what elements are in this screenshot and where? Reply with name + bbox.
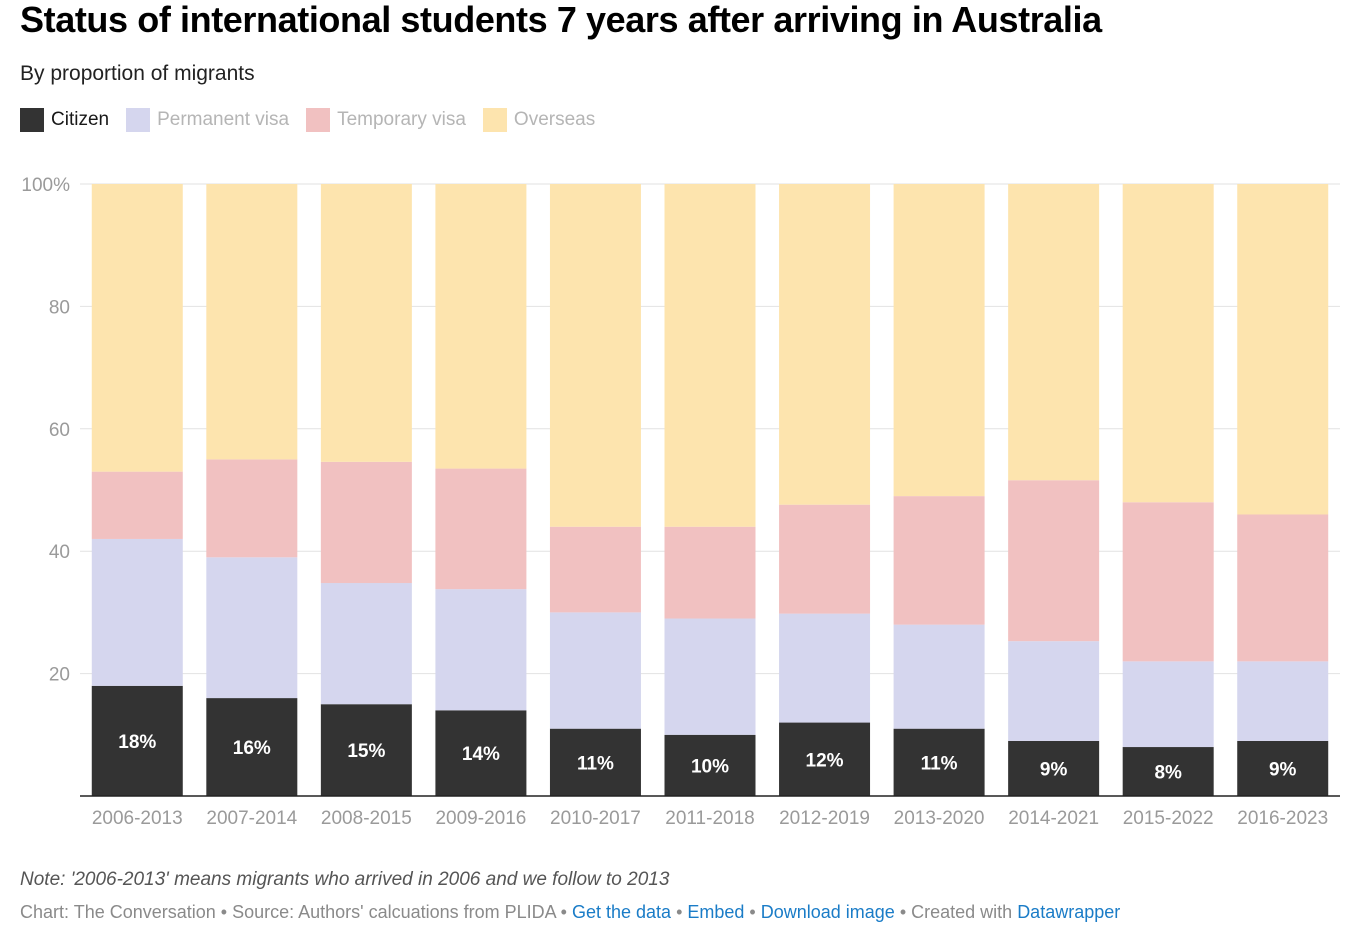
bar-segment-overseas <box>91 184 183 472</box>
data-label: 16% <box>233 738 271 759</box>
legend-swatch-overseas <box>482 108 507 132</box>
data-label: 8% <box>1154 763 1182 784</box>
bar-segment-overseas <box>1122 184 1214 503</box>
bar-segment-permanent-visa <box>1122 661 1214 748</box>
bar-segment-overseas <box>1237 184 1329 515</box>
bar-segment-citizen <box>779 722 871 796</box>
chart-note: Note: '2006-2013' means migrants who arr… <box>20 869 670 890</box>
bar-segment-temporary-visa <box>1008 480 1100 642</box>
x-tick-label: 2006-2013 <box>92 808 183 829</box>
separator: • <box>894 902 912 922</box>
x-tick-label: 2016-2023 <box>1237 808 1328 829</box>
bar-segment-temporary-visa <box>91 471 183 539</box>
download-image-link[interactable]: Download image <box>760 902 895 922</box>
bar-segment-overseas <box>320 184 412 462</box>
bar-segment-citizen <box>320 704 412 796</box>
legend-label-citizen: Citizen <box>51 109 110 130</box>
bar-segment-temporary-visa <box>1237 514 1329 662</box>
y-tick-label: 40 <box>49 542 70 563</box>
bar-segment-citizen <box>435 710 527 796</box>
legend-item-permanent-visa[interactable]: Permanent visa <box>126 108 289 132</box>
legend-item-overseas[interactable]: Overseas <box>482 108 596 132</box>
bar-segment-permanent-visa <box>91 538 183 686</box>
x-tick-label: 2011-2018 <box>665 808 754 829</box>
bar-segment-temporary-visa <box>1122 502 1214 662</box>
separator: • <box>671 902 688 922</box>
bar-segment-temporary-visa <box>779 504 871 614</box>
source-text: Chart: The Conversation • Source: Author… <box>20 902 556 922</box>
bar-segment-overseas <box>435 184 527 469</box>
legend-swatch-temporary-visa <box>306 108 331 132</box>
bar-segment-citizen <box>1237 740 1329 796</box>
bar-segment-permanent-visa <box>549 612 641 729</box>
legend-label-temporary-visa: Temporary visa <box>337 109 466 130</box>
separator: • <box>744 902 761 922</box>
x-tick-label: 2007-2014 <box>206 808 297 829</box>
bar-segment-permanent-visa <box>893 624 985 729</box>
legend-label-overseas: Overseas <box>513 109 596 130</box>
separator: • <box>555 902 572 922</box>
bar-segment-citizen <box>1122 747 1214 796</box>
data-label: 9% <box>1040 759 1068 780</box>
data-label: 11% <box>577 753 614 774</box>
bar-segment-overseas <box>893 184 985 497</box>
bar-segment-temporary-visa <box>664 526 756 619</box>
data-label: 11% <box>921 753 958 774</box>
x-tick-label: 2010-2017 <box>550 808 641 829</box>
datawrapper-link[interactable]: Datawrapper <box>1017 902 1121 922</box>
legend: Citizen Permanent visa Temporary visa Ov… <box>20 108 612 132</box>
x-tick-label: 2012-2019 <box>779 808 870 829</box>
data-label: 10% <box>691 756 729 777</box>
chart-title: Status of international students 7 years… <box>20 0 1102 40</box>
get-data-link[interactable]: Get the data <box>571 902 672 922</box>
chart-subtitle: By proportion of migrants <box>20 62 255 85</box>
bar-segment-temporary-visa <box>549 526 641 613</box>
y-tick-label: 60 <box>49 420 70 441</box>
data-label: 9% <box>1269 759 1297 780</box>
bar-segment-temporary-visa <box>320 461 412 584</box>
x-tick-label: 2008-2015 <box>321 808 412 829</box>
bar-segment-overseas <box>664 184 756 527</box>
stacked-bar-chart: 20 40 60 80 100% 18% 2006-2013 16% 2007-2014 15% 2… <box>21 175 1340 829</box>
bar-segment-permanent-visa <box>779 613 871 723</box>
bar-segment-citizen <box>91 685 183 796</box>
data-label: 18% <box>118 732 156 753</box>
legend-swatch-citizen <box>20 108 44 132</box>
bar-segment-citizen <box>1008 740 1100 796</box>
embed-link[interactable]: Embed <box>687 902 745 922</box>
data-label: 14% <box>462 744 500 765</box>
legend-item-temporary-visa[interactable]: Temporary visa <box>306 108 466 132</box>
bar-segment-permanent-visa <box>664 618 756 735</box>
legend-item-citizen[interactable]: Citizen <box>20 108 109 132</box>
legend-label-permanent-visa: Permanent visa <box>157 109 290 130</box>
x-tick-label: 2013-2020 <box>894 808 985 829</box>
bar-segment-overseas <box>206 184 298 460</box>
bar-segment-overseas <box>779 184 871 505</box>
bar-segment-permanent-visa <box>320 583 412 705</box>
bar-segment-overseas <box>549 184 641 527</box>
x-tick-label: 2009-2016 <box>435 808 526 829</box>
bar-segment-citizen <box>664 734 756 796</box>
bar-segment-permanent-visa <box>1237 661 1329 741</box>
bar-segment-citizen <box>206 698 298 796</box>
data-label: 12% <box>806 750 844 771</box>
bar-segment-permanent-visa <box>435 589 527 711</box>
created-with-text: Created with <box>911 902 1018 922</box>
bar-segment-permanent-visa <box>1008 641 1100 741</box>
bar-segment-citizen <box>893 728 985 796</box>
y-tick-label: 100% <box>21 175 70 196</box>
bar-segment-overseas <box>1008 184 1100 481</box>
y-tick-label: 80 <box>49 297 70 318</box>
bar-segment-citizen <box>549 728 641 796</box>
legend-swatch-permanent-visa <box>126 108 151 132</box>
bar-segment-permanent-visa <box>206 557 298 699</box>
data-label: 15% <box>347 741 385 762</box>
bar-segment-temporary-visa <box>893 496 985 625</box>
x-tick-label: 2015-2022 <box>1123 808 1214 829</box>
bar-segment-temporary-visa <box>206 459 298 558</box>
y-tick-label: 20 <box>49 665 70 686</box>
bar-segment-temporary-visa <box>435 468 527 590</box>
x-tick-label: 2014-2021 <box>1008 808 1099 829</box>
chart-footer: Chart: The Conversation • Source: Author… <box>20 902 1120 923</box>
